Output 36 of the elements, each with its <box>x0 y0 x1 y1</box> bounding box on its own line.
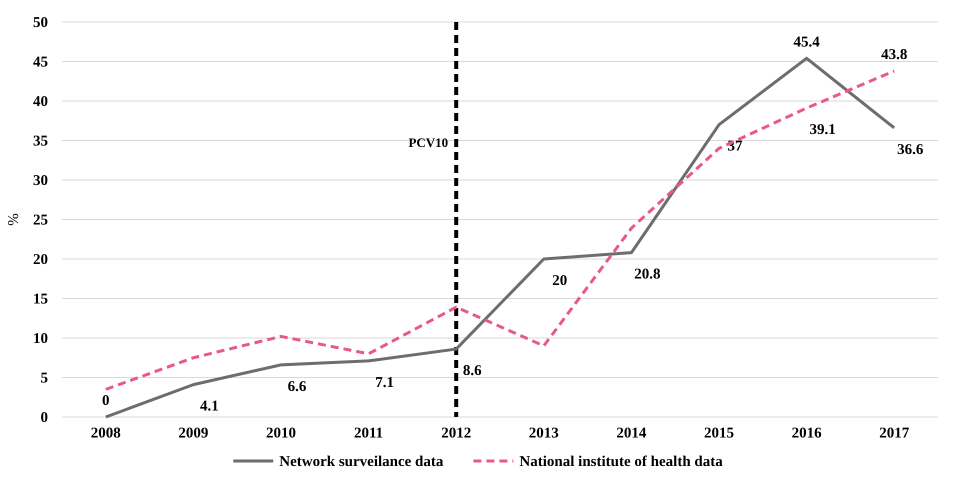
data-label: 6.6 <box>288 378 307 395</box>
x-tick-label: 2017 <box>879 426 910 442</box>
x-tick-label: 2013 <box>528 426 559 442</box>
data-label: 39.1 <box>809 122 836 138</box>
data-label: 8.6 <box>462 363 482 380</box>
data-label: 20 <box>552 273 568 289</box>
x-tick-label: 2011 <box>354 426 384 442</box>
y-tick-label: 0 <box>40 410 48 426</box>
data-label: 0 <box>102 393 110 409</box>
y-tick-label: 30 <box>33 172 48 189</box>
x-tick-label: 2012 <box>441 426 472 442</box>
y-tick-label: 20 <box>33 252 48 268</box>
y-tick-label: 35 <box>33 133 48 150</box>
y-tick-label: 10 <box>33 330 48 347</box>
y-tick-label: 40 <box>33 94 48 110</box>
y-tick-label: 50 <box>33 14 48 31</box>
data-label: 45.4 <box>793 34 820 50</box>
data-label: 20.8 <box>634 266 661 283</box>
legend-label: Network surveilance data <box>279 454 444 470</box>
legend-label: National institute of health data <box>519 454 724 470</box>
ref-line-label: PCV10 <box>408 135 448 150</box>
y-tick-label: 45 <box>33 54 48 70</box>
data-label: 43.8 <box>881 46 908 63</box>
x-tick-label: 2014 <box>616 426 647 442</box>
y-tick-label: 15 <box>33 291 48 308</box>
x-tick-label: 2016 <box>792 426 822 442</box>
y-tick-label: 5 <box>40 370 48 386</box>
x-tick-label: 2008 <box>90 426 121 442</box>
y-axis-title: % <box>6 213 22 226</box>
data-label: 36.6 <box>897 142 924 158</box>
x-tick-label: 2009 <box>178 426 208 442</box>
x-tick-label: 2015 <box>704 426 734 442</box>
data-label: 4.1 <box>200 398 219 415</box>
y-tick-label: 25 <box>33 212 48 228</box>
data-label: 7.1 <box>375 374 394 391</box>
x-tick-label: 2010 <box>266 426 296 442</box>
